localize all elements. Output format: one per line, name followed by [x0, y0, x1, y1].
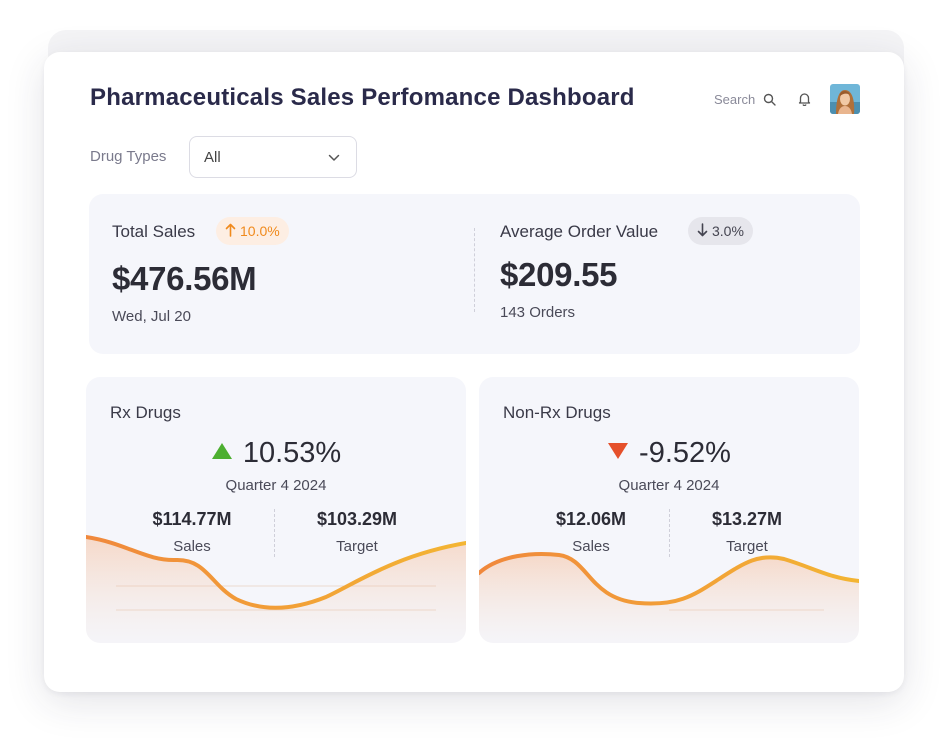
page-title: Pharmaceuticals Sales Perfomance Dashboa… [90, 84, 635, 111]
non-rx-sales-label: Sales [572, 538, 610, 555]
drug-types-selected: All [204, 148, 221, 166]
arrow-down-icon [697, 222, 708, 240]
kpi-summary-card: Total Sales 10.0% $476.56M Wed, Jul 20 A… [89, 194, 860, 354]
non-rx-drugs-title: Non-Rx Drugs [503, 403, 611, 422]
rx-period: Quarter 4 2024 [225, 477, 327, 494]
rx-target-label: Target [336, 538, 378, 555]
chevron-down-icon [328, 149, 340, 166]
total-sales-value: $476.56M [112, 260, 257, 297]
drug-types-label: Drug Types [90, 148, 167, 165]
rx-change-value: 10.53% [242, 437, 342, 469]
non-rx-target-metric: $13.27M Target [667, 509, 827, 555]
rx-trend-wave [86, 535, 466, 643]
dashboard-panel: Pharmaceuticals Sales Perfomance Dashboa… [44, 52, 904, 692]
rx-sales-value: $114.77M [152, 509, 232, 529]
rx-sales-label: Sales [173, 538, 211, 555]
total-sales-change: 10.0% [240, 223, 280, 239]
user-avatar[interactable] [830, 84, 860, 114]
non-rx-target-value: $13.27M [711, 509, 783, 529]
kpi-divider [474, 228, 475, 312]
aov-orders: 143 Orders [500, 304, 576, 321]
search-icon [763, 93, 776, 106]
non-rx-target-label: Target [726, 538, 768, 555]
search-label: Search [714, 92, 756, 107]
aov-value: $209.55 [500, 256, 618, 293]
aov-label: Average Order Value [500, 222, 659, 241]
rx-change-row: 10.53% [86, 437, 466, 470]
non-rx-trend-wave [479, 551, 859, 643]
non-rx-change-value: -9.52% [639, 437, 731, 469]
non-rx-change-row: -9.52% [479, 437, 859, 470]
non-rx-metric-divider [669, 509, 670, 557]
non-rx-sales-value: $12.06M [555, 509, 627, 529]
rx-target-metric: $103.29M Target [277, 509, 437, 555]
total-sales-label: Total Sales [112, 222, 196, 241]
total-sales-date: Wed, Jul 20 [112, 308, 191, 325]
rx-target-value: $103.29M [316, 509, 398, 529]
aov-change: 3.0% [712, 223, 744, 239]
rx-drugs-title: Rx Drugs [110, 403, 181, 422]
non-rx-period: Quarter 4 2024 [618, 477, 720, 494]
rx-drugs-card: Rx Drugs 10.53% Quarter 4 2024 $114.77M … [86, 377, 466, 643]
arrow-up-icon [225, 223, 236, 240]
triangle-up-icon [211, 442, 233, 465]
triangle-down-icon [607, 442, 629, 465]
aov-change-badge: 3.0% [688, 217, 753, 245]
search-button[interactable]: Search [714, 92, 776, 107]
rx-sales-metric: $114.77M Sales [112, 509, 272, 555]
non-rx-drugs-card: Non-Rx Drugs -9.52% Quarter 4 2024 $12.0… [479, 377, 859, 643]
drug-types-select[interactable]: All [189, 136, 357, 178]
total-sales-change-badge: 10.0% [216, 217, 289, 245]
non-rx-sales-metric: $12.06M Sales [511, 509, 671, 555]
rx-metric-divider [274, 509, 275, 557]
bell-icon[interactable] [798, 92, 811, 106]
